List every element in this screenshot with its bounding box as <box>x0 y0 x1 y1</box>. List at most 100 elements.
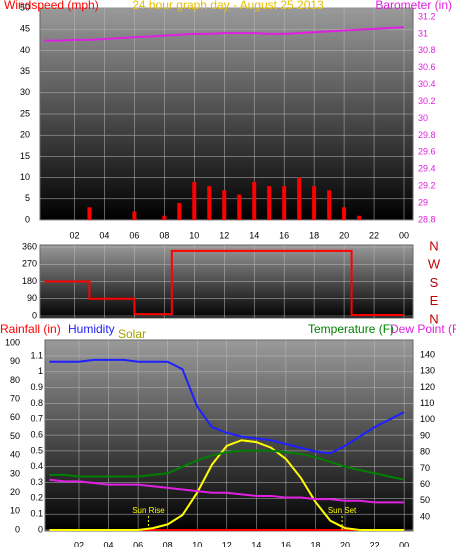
y2-tick-label: 28.8 <box>418 214 436 224</box>
y2-tick-label: 29.6 <box>418 147 436 157</box>
x-tick-label: 08 <box>163 540 173 547</box>
y-tick-label: 0.8 <box>30 398 43 408</box>
y2-tick-label: 130 <box>420 366 435 376</box>
y2-tick-label: 140 <box>420 349 435 359</box>
axis-label: Barometer (in) <box>375 0 452 12</box>
y-tick-label: 30 <box>20 87 30 97</box>
x-tick-label: 06 <box>129 230 139 240</box>
bar <box>177 203 182 220</box>
y3-tick-label: 90 <box>10 356 20 366</box>
axis-label: Humidity <box>68 322 115 336</box>
y2-tick-label: 29.4 <box>418 164 436 174</box>
series-line <box>49 439 405 531</box>
x-tick-label: 16 <box>279 230 289 240</box>
y-tick-label: 5 <box>25 193 30 203</box>
x-tick-label: 10 <box>189 230 199 240</box>
y-tick-label: 0.1 <box>30 509 43 519</box>
y3-tick-label: 70 <box>10 393 20 403</box>
y-tick-label: 20 <box>20 130 30 140</box>
x-tick-label: 14 <box>249 230 259 240</box>
y2-tick-label: 40 <box>420 511 430 521</box>
y3-tick-label: 50 <box>10 431 20 441</box>
axis-label: Rainfall (in) <box>0 322 61 336</box>
x-tick-label: 18 <box>310 540 320 547</box>
x-tick-label: 06 <box>133 540 143 547</box>
bar <box>357 215 362 220</box>
y-tick-label: 0 <box>38 524 43 534</box>
x-tick-label: 14 <box>251 540 261 547</box>
y2-tick-label: 100 <box>420 414 435 424</box>
y-tick-label: 0.7 <box>30 414 43 424</box>
y-tick-label: 15 <box>20 151 30 161</box>
y2-tick-label: 60 <box>420 479 430 489</box>
y2-tick-label: 31.2 <box>418 11 436 21</box>
x-tick-label: 08 <box>159 230 169 240</box>
y-tick-label: 0.6 <box>30 429 43 439</box>
y3-tick-label: 80 <box>10 375 20 385</box>
y2-tick-label: 70 <box>420 463 430 473</box>
y-tick-label: 1.1 <box>30 350 43 360</box>
y-tick-label: 45 <box>20 24 30 34</box>
bar <box>252 181 257 220</box>
x-tick-label: 04 <box>104 540 114 547</box>
axis-label: Dew Point (F) <box>390 322 456 336</box>
y-tick-label: 0.2 <box>30 493 43 503</box>
y2-tick-label: 120 <box>420 382 435 392</box>
series-line <box>49 358 405 455</box>
y2-tick-label: 30.6 <box>418 62 436 72</box>
y-tick-label: 0.9 <box>30 382 43 392</box>
y-tick-label: 0.4 <box>30 461 43 471</box>
bar <box>87 207 92 220</box>
x-tick-label: 22 <box>370 540 380 547</box>
x-tick-label: 12 <box>222 540 232 547</box>
y2-tick-label: 90 <box>420 430 430 440</box>
axis-label: Temperature (F) <box>308 322 394 336</box>
series-line <box>49 478 405 504</box>
bar <box>267 186 272 220</box>
bar <box>162 215 167 220</box>
bar <box>327 190 332 220</box>
y2-tick-label: 30.8 <box>418 45 436 55</box>
y3-tick-label: 40 <box>10 450 20 460</box>
chart-title: 24 hour graph day - August 25 2013 <box>132 0 324 12</box>
x-tick-label: 00 <box>399 540 409 547</box>
y-tick-label: 270 <box>22 259 37 269</box>
x-tick-label: 20 <box>339 230 349 240</box>
x-tick-label: 16 <box>281 540 291 547</box>
x-tick-label: 00 <box>399 230 409 240</box>
y3-tick-label: 0 <box>15 524 20 534</box>
y2-tick-label: 30.2 <box>418 96 436 106</box>
y-tick-label: 1 <box>38 366 43 376</box>
series-line <box>44 26 405 42</box>
y-tick-label: 0.5 <box>30 445 43 455</box>
y3-tick-label: 30 <box>10 468 20 478</box>
y2-tick-label: W <box>428 257 441 272</box>
plot-area <box>44 339 414 532</box>
y-tick-label: 35 <box>20 66 30 76</box>
y2-tick-label: 80 <box>420 447 430 457</box>
y2-tick-label: 29.8 <box>418 130 436 140</box>
y2-tick-label: 30 <box>418 113 428 123</box>
annotation: Sun Rise <box>132 506 165 515</box>
bar <box>342 207 347 220</box>
x-tick-label: 02 <box>74 540 84 547</box>
y3-tick-label: 100 <box>5 337 20 347</box>
x-tick-label: 02 <box>69 230 79 240</box>
y-tick-label: 0 <box>25 214 30 224</box>
y3-tick-label: 10 <box>10 506 20 516</box>
series-line <box>44 249 405 317</box>
y2-tick-label: 29 <box>418 197 428 207</box>
x-tick-label: 12 <box>219 230 229 240</box>
y2-tick-label: 110 <box>420 398 434 408</box>
y-tick-label: 10 <box>20 172 30 182</box>
bar <box>237 194 242 220</box>
bar <box>207 186 212 220</box>
axis-label: Windspeed (mph) <box>4 0 99 12</box>
bar <box>312 186 317 220</box>
y3-tick-label: 20 <box>10 487 20 497</box>
bar <box>282 186 287 220</box>
x-tick-label: 20 <box>340 540 350 547</box>
y2-tick-label: 29.2 <box>418 181 436 191</box>
x-tick-label: 18 <box>309 230 319 240</box>
